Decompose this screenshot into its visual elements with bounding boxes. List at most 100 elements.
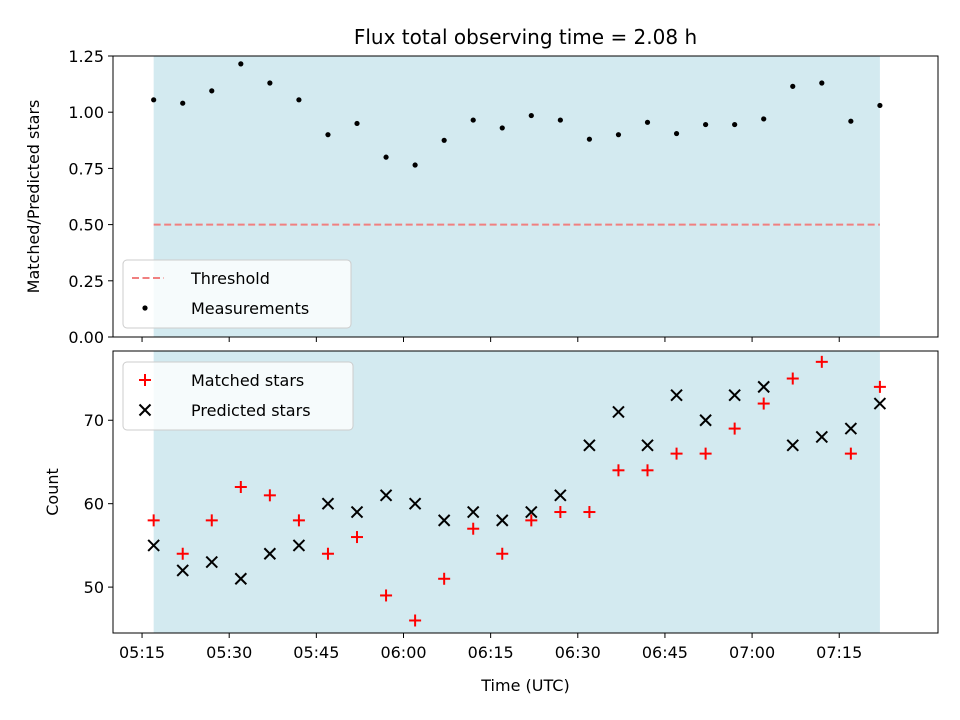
x-stroke	[205, 555, 218, 569]
x-tick-label: 06:30	[555, 643, 601, 662]
data-point	[263, 547, 277, 560]
data-point	[815, 355, 828, 368]
x-stroke	[612, 405, 625, 419]
y-tick-label: 1.25	[68, 47, 104, 66]
data-point	[525, 514, 538, 527]
y-tick-label: 0.00	[68, 328, 104, 347]
x-tick-label: 05:45	[293, 643, 339, 662]
series-matched-stars	[147, 355, 886, 627]
y-tick-label: 0.25	[68, 272, 104, 291]
x-stroke	[641, 439, 654, 452]
data-point	[728, 422, 741, 435]
data-point	[467, 522, 480, 535]
data-point	[467, 505, 480, 519]
x-tick-label: 06:45	[642, 643, 688, 662]
legend-box	[122, 361, 354, 431]
data-point	[151, 97, 157, 103]
x-stroke	[873, 397, 887, 410]
x-stroke	[670, 389, 683, 402]
y-tick-label: 1.00	[68, 103, 104, 122]
data-point	[496, 514, 509, 527]
x-stroke	[699, 414, 712, 427]
data-point	[180, 100, 186, 106]
y-axis-label: Count	[43, 468, 62, 516]
legend-box	[122, 259, 352, 329]
data-point	[790, 83, 796, 89]
data-point	[379, 489, 393, 502]
x-stroke	[437, 514, 451, 527]
x-stroke	[757, 380, 770, 394]
data-point	[408, 497, 422, 510]
data-point	[354, 120, 360, 127]
x-stroke	[525, 505, 538, 519]
legend-marker	[142, 305, 148, 311]
x-stroke	[467, 505, 480, 519]
data-point	[615, 132, 622, 138]
y-tick-label: 0.75	[68, 159, 104, 178]
data-point	[641, 464, 654, 477]
data-point	[438, 572, 451, 585]
data-point	[612, 464, 625, 477]
data-point	[586, 136, 593, 142]
x-tick-label: 06:15	[468, 643, 514, 662]
data-point	[437, 514, 451, 527]
data-point	[670, 389, 683, 402]
x-stroke	[263, 547, 277, 560]
data-point	[583, 439, 596, 452]
x-stroke	[728, 389, 741, 402]
data-point	[583, 506, 596, 519]
legend-marker	[139, 374, 151, 386]
axes-frame	[112, 55, 939, 338]
x-tick-label: 05:15	[119, 643, 165, 662]
y-axis-label: Matched/Predicted stars	[24, 100, 43, 294]
data-point	[321, 497, 335, 510]
data-point	[877, 102, 883, 109]
data-point	[554, 489, 567, 502]
x-tick-label: 05:30	[206, 643, 252, 662]
x-tick-label: 06:00	[380, 643, 426, 662]
data-point	[699, 414, 712, 427]
x-stroke	[138, 403, 152, 417]
data-point	[557, 117, 563, 123]
data-point	[263, 489, 276, 502]
legend-label: Matched stars	[191, 371, 304, 390]
x-stroke	[350, 505, 364, 519]
x-stroke	[176, 564, 189, 577]
data-point	[525, 505, 538, 519]
x-stroke	[554, 489, 567, 502]
x-stroke	[147, 539, 160, 552]
data-point	[205, 555, 218, 569]
data-point	[496, 547, 509, 560]
data-point	[380, 589, 393, 602]
data-point	[234, 480, 247, 493]
data-point	[296, 97, 302, 103]
data-point	[728, 389, 741, 402]
legend-marker	[138, 403, 152, 417]
data-point	[147, 539, 160, 552]
data-point	[441, 137, 447, 143]
data-point	[470, 117, 476, 123]
data-point	[844, 422, 858, 435]
x-tick-label: 07:00	[729, 643, 775, 662]
data-point	[815, 430, 829, 444]
legend-label: Predicted stars	[191, 401, 311, 420]
data-point	[670, 447, 683, 460]
data-point	[351, 531, 364, 544]
data-point	[176, 547, 189, 560]
x-stroke	[379, 489, 393, 502]
x-axis-label: Time (UTC)	[480, 676, 569, 695]
y-tick-label: 60	[84, 495, 104, 514]
legend-label: Threshold	[190, 269, 270, 288]
data-point	[238, 61, 244, 67]
data-point	[699, 447, 712, 460]
x-stroke	[408, 497, 422, 510]
data-point	[209, 88, 215, 94]
data-point	[554, 506, 567, 519]
data-point	[412, 162, 418, 168]
data-point	[786, 439, 799, 452]
x-stroke	[786, 439, 799, 452]
data-point	[819, 80, 825, 86]
series-predicted-stars	[147, 380, 887, 585]
chart-title: Flux total observing time = 2.08 h	[354, 25, 697, 49]
